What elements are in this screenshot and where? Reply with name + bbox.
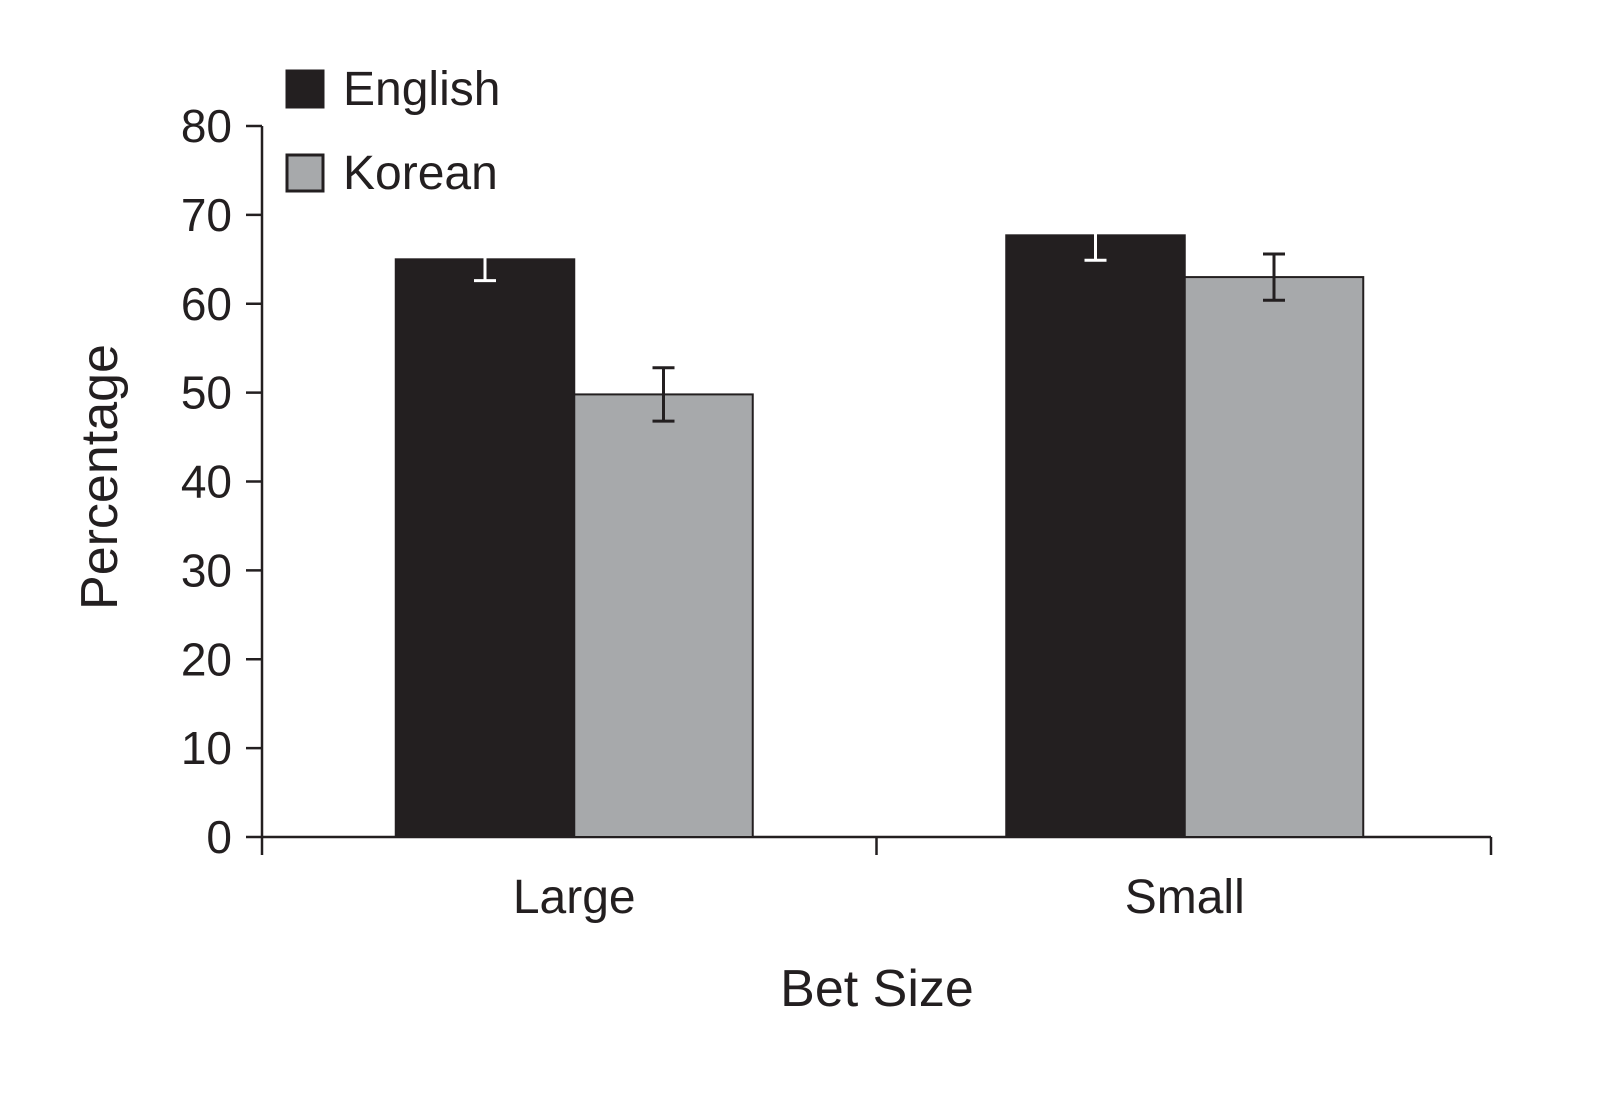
error-bar-small-korean (1263, 252, 1285, 302)
y-tick-label: 60 (181, 278, 232, 330)
y-tick-label: 10 (181, 722, 232, 774)
y-axis-title: Percentage (71, 344, 129, 610)
y-tick-label: 70 (181, 189, 232, 241)
legend: English Korean (285, 63, 500, 200)
y-tick-label: 50 (181, 367, 232, 419)
y-tick-label: 30 (181, 544, 232, 596)
legend-swatch-korean (285, 153, 325, 193)
y-tick-label: 0 (206, 811, 232, 863)
x-tick-label: Large (513, 871, 636, 924)
bars (394, 234, 1365, 839)
y-tick-label: 40 (181, 456, 232, 508)
legend-swatch-english (285, 69, 325, 109)
error-bars (474, 208, 1285, 423)
y-axis: 0 10 20 30 40 50 60 70 80 (181, 100, 264, 863)
y-tick-label: 80 (181, 100, 232, 152)
legend-label-korean: Korean (343, 147, 498, 200)
x-tick-label: Small (1125, 871, 1245, 924)
y-tick-label: 20 (181, 633, 232, 685)
error-bar-large-korean (652, 366, 675, 423)
x-axis-title: Bet Size (780, 960, 974, 1018)
bar-large-korean (573, 393, 754, 838)
bar-small-korean (1183, 276, 1365, 838)
x-axis: Large Small (260, 835, 1493, 924)
bar-small-english (1005, 234, 1186, 839)
error-bar-small-english (1084, 208, 1107, 262)
error-bar-large-english (474, 236, 496, 283)
bar-large-english (394, 258, 576, 838)
legend-label-english: English (343, 63, 500, 116)
